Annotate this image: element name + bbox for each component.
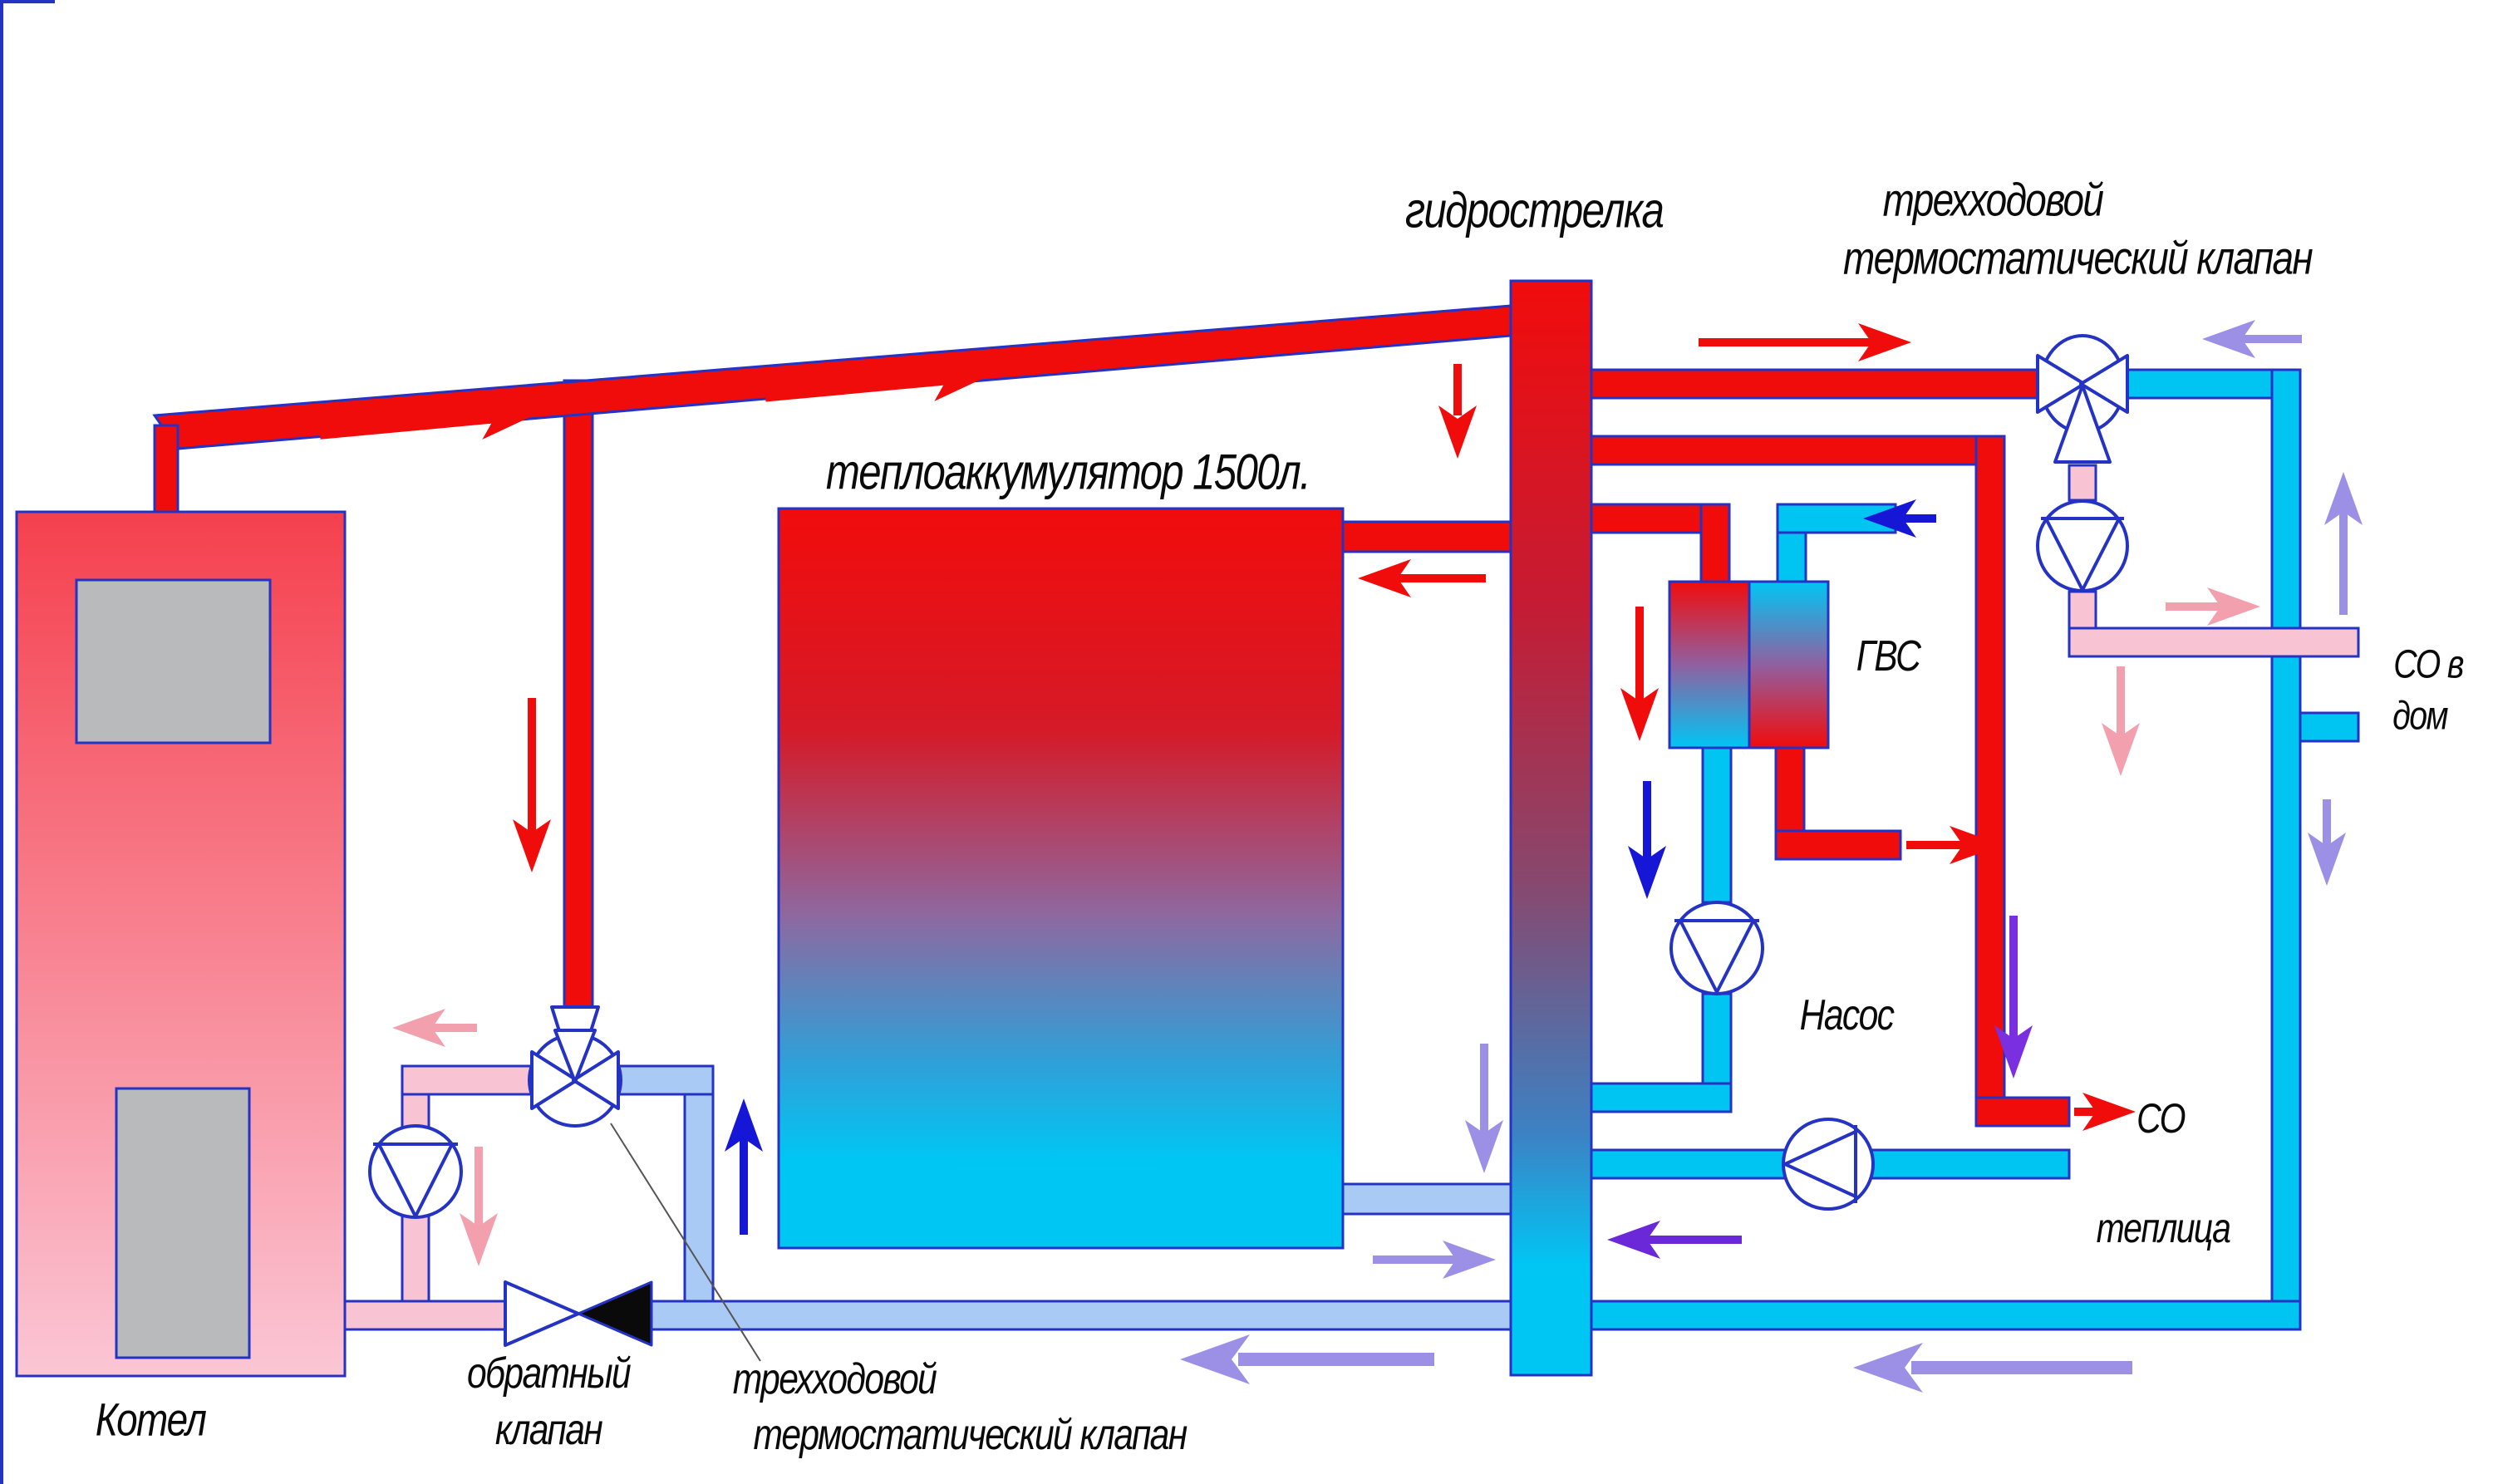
flow-arrow-separator-lower-down bbox=[1465, 1044, 1503, 1173]
flow-arrow-house-return-down bbox=[2308, 799, 2346, 886]
dhw-label: ГВС bbox=[1856, 632, 1921, 681]
pipe-boiler-return bbox=[340, 1300, 507, 1331]
pipe-greenhouse-supply-v bbox=[1974, 435, 2006, 1128]
pipe-greenhouse-supply-h bbox=[1590, 435, 2006, 466]
dhw-exchanger-primary bbox=[1668, 580, 1751, 749]
pump-dhw-icon bbox=[1669, 901, 1764, 995]
pipe-accumulator-supply bbox=[1341, 520, 1512, 553]
pipe-greenhouse-supply-out bbox=[1974, 1096, 2071, 1128]
pipe-dhw-return-upper bbox=[1701, 746, 1733, 904]
flow-arrow-boiler-return-down bbox=[460, 1147, 498, 1266]
bottom-valve-label-line1: трехходовой bbox=[732, 1355, 937, 1403]
top-valve-label-line2: термостатический клапан bbox=[1842, 231, 2314, 284]
flow-arrow-house-supply-down bbox=[2102, 666, 2140, 776]
pipe-cold-water-drop bbox=[1776, 531, 1807, 585]
greenhouse-label-line2: теплица bbox=[2096, 1205, 2231, 1251]
pipe-boiler-riser bbox=[153, 424, 179, 514]
house-label-line1: СО в bbox=[2393, 642, 2464, 687]
flow-arrow-greenhouse-supply-right bbox=[2074, 1093, 2136, 1131]
bottom-valve-label-line2: термостатический клапан bbox=[753, 1411, 1187, 1459]
flow-arrow-cold-water-left bbox=[1863, 499, 1936, 538]
boiler-door-upper bbox=[75, 578, 272, 744]
pipe-dhw-return-to-separator bbox=[1590, 1082, 1733, 1113]
pump-boiler-icon bbox=[368, 1124, 463, 1219]
pipe-valve-left-port bbox=[401, 1064, 534, 1096]
flow-arrow-supply-to-valve bbox=[1699, 323, 1911, 361]
pipe-dhw-hot-out-h bbox=[1774, 829, 1902, 861]
boiler-label: Котел bbox=[95, 1393, 207, 1446]
boiler-door-lower bbox=[115, 1087, 251, 1359]
three-way-valve-top-icon bbox=[2036, 334, 2129, 464]
valve-callout-leader bbox=[610, 1123, 761, 1362]
pipe-drop-to-mixing-valve bbox=[563, 379, 594, 1009]
flow-arrow-dhw-supply-down bbox=[1620, 607, 1659, 741]
greenhouse-label-line1: СО bbox=[2137, 1095, 2186, 1142]
pipe-house-supply-drop2 bbox=[2068, 590, 2097, 630]
hydro-separator-label: гидрострелка bbox=[1404, 182, 1664, 238]
flow-arrow-greenhouse-supply-down bbox=[1994, 916, 2033, 1079]
check-valve-icon bbox=[504, 1280, 653, 1347]
top-valve-label-line1: трехходовой bbox=[1882, 173, 2104, 226]
pipe-bottom-return-left bbox=[648, 1300, 1512, 1331]
pipe-boiler-supply-slanted bbox=[152, 304, 1512, 450]
pipe-house-supply-h bbox=[2068, 627, 2360, 658]
check-valve-label-line1: обратный bbox=[466, 1349, 632, 1398]
pipe-bypass-riser bbox=[683, 1093, 715, 1303]
pink-pipes bbox=[340, 464, 2360, 1331]
flow-arrow-boiler-return-left bbox=[392, 1009, 477, 1047]
pipe-bottom-return-right bbox=[1590, 1300, 2302, 1331]
drawing-frame bbox=[0, 0, 55, 1484]
pipe-separator-to-top-valve bbox=[1590, 368, 2042, 400]
flow-arrow-separator-down bbox=[1438, 364, 1477, 459]
flow-arrow-return-up bbox=[2324, 472, 2363, 615]
flow-arrow-house-supply-right bbox=[2166, 587, 2260, 626]
pump-greenhouse-icon bbox=[1782, 1118, 1875, 1211]
accumulator-label: теплоаккумулятор 1500л. bbox=[825, 444, 1311, 500]
pump-house-circuit-icon bbox=[2036, 499, 2129, 592]
pipe-dhw-supply-v bbox=[1699, 503, 1731, 585]
check-valve-label-line2: клапан bbox=[494, 1406, 603, 1454]
pipe-to-boiler-pump bbox=[401, 1093, 430, 1129]
pipe-house-supply-drop1 bbox=[2068, 464, 2097, 502]
flow-arrow-return-to-valve-left bbox=[2202, 320, 2302, 358]
house-label-line2: дом bbox=[2392, 694, 2448, 739]
hydraulic-separator-bar bbox=[1509, 279, 1593, 1377]
dhw-exchanger-secondary bbox=[1748, 580, 1830, 749]
flow-arrow-accumulator-discharge-right bbox=[1373, 1241, 1496, 1279]
flow-arrow-dhw-hot-out bbox=[1906, 826, 2003, 864]
flow-arrow-bottom-return-right bbox=[1853, 1343, 2132, 1393]
three-way-valve-bottom-icon bbox=[528, 1005, 622, 1128]
pipe-valve-right-port bbox=[617, 1064, 715, 1096]
flow-arrow-bottom-return-left bbox=[1180, 1334, 1434, 1384]
flow-arrow-greenhouse-return-left bbox=[1607, 1221, 1742, 1259]
pipe-accumulator-bottom-out bbox=[1341, 1182, 1512, 1216]
pale-pipes bbox=[617, 1064, 1512, 1331]
pump-label: Насос bbox=[1799, 991, 1895, 1039]
pipe-boiler-pump-out bbox=[401, 1214, 430, 1303]
flow-arrow-to-accumulator-left bbox=[1358, 559, 1486, 597]
flow-arrow-boiler-supply-1 bbox=[319, 401, 534, 440]
flow-arrow-dhw-return-down bbox=[1628, 781, 1666, 899]
pipe-house-return-stub bbox=[2299, 711, 2360, 743]
flow-arrow-drop-pipe-down bbox=[513, 698, 551, 872]
pipe-dhw-hot-out-v bbox=[1774, 746, 1806, 833]
flow-arrow-bypass-up bbox=[725, 1098, 763, 1235]
heat-accumulator-tank bbox=[777, 507, 1345, 1250]
pipe-house-return-riser bbox=[2270, 368, 2302, 1331]
pipe-dhw-return-lower bbox=[1701, 992, 1733, 1085]
flow-arrow-boiler-supply-2 bbox=[765, 363, 986, 402]
